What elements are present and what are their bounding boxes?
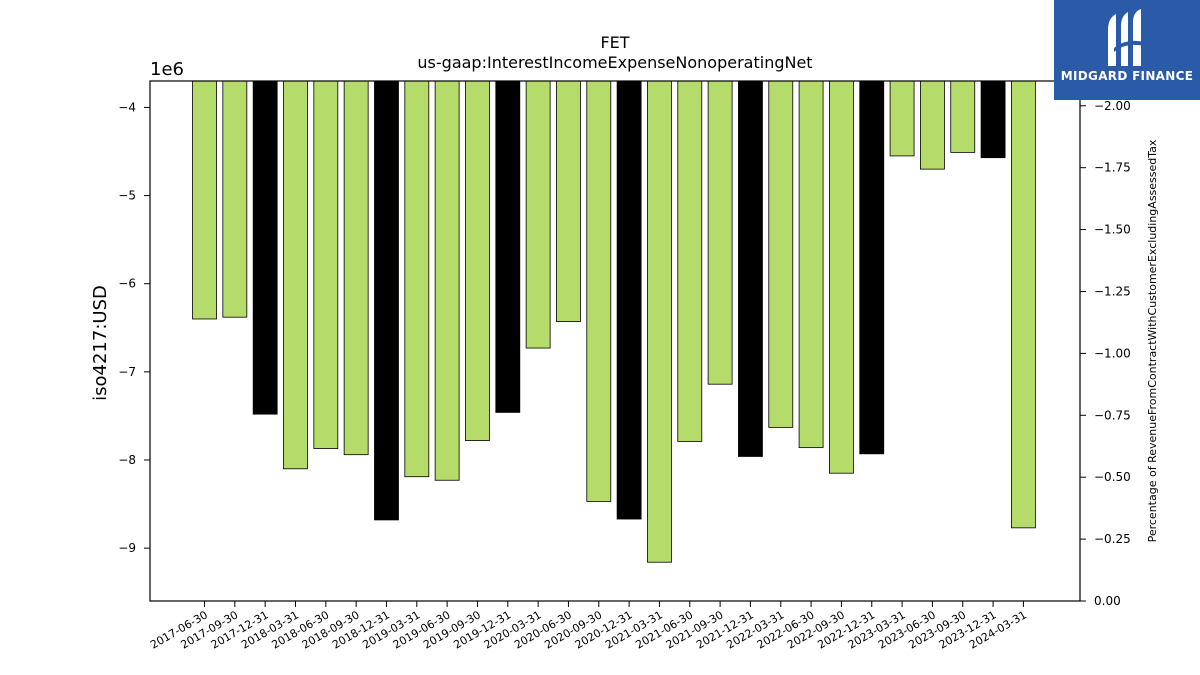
bar bbox=[980, 80, 1006, 159]
bar bbox=[768, 80, 794, 428]
bar bbox=[889, 80, 915, 157]
plot-area bbox=[149, 80, 1081, 602]
midgard-finance-logo: MIDGARD FINANCE bbox=[1054, 0, 1200, 100]
bar bbox=[586, 80, 612, 502]
y2-tick-label: −0.50 bbox=[1094, 470, 1131, 484]
y-tick-label: −8 bbox=[118, 453, 136, 467]
bar bbox=[343, 80, 369, 456]
bar bbox=[707, 80, 733, 385]
bar bbox=[434, 80, 460, 481]
bar bbox=[192, 80, 217, 320]
logo-text: MIDGARD FINANCE bbox=[1060, 69, 1194, 83]
bar bbox=[222, 80, 248, 318]
chart-subtitle: us-gaap:InterestIncomeExpenseNonoperatin… bbox=[417, 53, 812, 72]
bar bbox=[798, 80, 824, 449]
y2-tick-label: −1.00 bbox=[1094, 346, 1131, 360]
bar bbox=[556, 80, 581, 323]
y2-axis: −2.00 −1.75 −1.50 −1.25 −1.00 −0.75 −0.50 −0.25… bbox=[1080, 99, 1131, 608]
bar bbox=[859, 80, 885, 455]
y-tick-label: −4 bbox=[118, 100, 136, 114]
y-tick-label: −9 bbox=[118, 541, 136, 555]
bar bbox=[374, 80, 399, 521]
y2-tick-label: −1.50 bbox=[1094, 223, 1131, 237]
bar bbox=[252, 80, 278, 415]
bar bbox=[829, 80, 854, 474]
y-tick-label: −6 bbox=[118, 277, 136, 291]
y2-tick-label: −1.25 bbox=[1094, 284, 1131, 298]
bar bbox=[465, 80, 490, 441]
y-axis-label: iso4217:USD bbox=[90, 285, 111, 401]
y2-tick-label: −1.75 bbox=[1094, 161, 1131, 175]
y2-tick-label: 0.00 bbox=[1094, 594, 1121, 608]
chart-title: FET bbox=[600, 33, 629, 52]
y-tick-label: −7 bbox=[118, 365, 136, 379]
bar bbox=[677, 80, 703, 442]
bar bbox=[495, 80, 521, 413]
y-tick-label: −5 bbox=[118, 189, 136, 203]
y2-tick-label: −0.25 bbox=[1094, 532, 1131, 546]
bar bbox=[525, 80, 551, 349]
bar bbox=[647, 80, 672, 563]
y-axis: −4 −5 −6 −7 −8 −9 bbox=[118, 100, 150, 555]
bar bbox=[950, 80, 976, 153]
bars-layer bbox=[192, 80, 1036, 563]
bar bbox=[404, 80, 430, 478]
bar bbox=[313, 80, 339, 449]
y2-axis-label: Percentage of RevenueFromContractWithCus… bbox=[1146, 139, 1159, 542]
midgard-logo-icon bbox=[1108, 9, 1144, 66]
bar bbox=[738, 80, 763, 457]
bar bbox=[920, 80, 945, 170]
bar bbox=[616, 80, 642, 520]
x-axis: 2017-06-302017-09-302017-12-312018-03-31… bbox=[148, 601, 1029, 652]
y2-tick-label: −2.00 bbox=[1094, 99, 1131, 113]
bar bbox=[283, 80, 308, 470]
y2-tick-label: −0.75 bbox=[1094, 408, 1131, 422]
y-multiplier-label: 1e6 bbox=[150, 59, 184, 80]
bar bbox=[1011, 80, 1036, 529]
